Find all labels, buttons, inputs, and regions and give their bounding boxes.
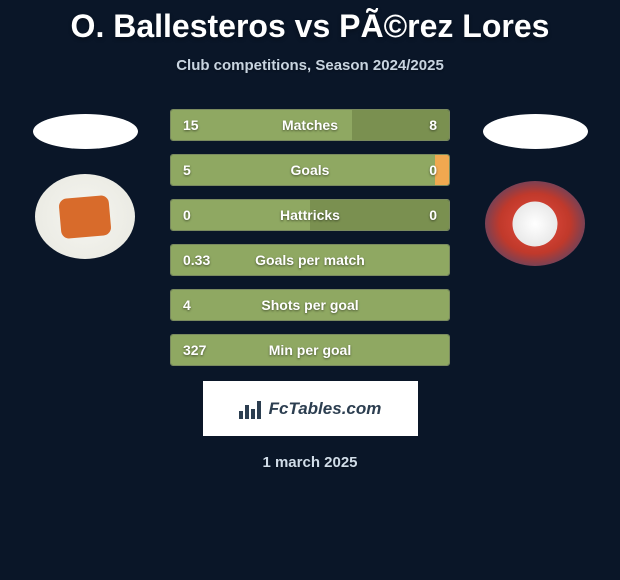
stat-fill-right [435, 155, 449, 185]
branding-text: FcTables.com [269, 399, 382, 419]
stat-row: 0.33 Goals per match [170, 244, 450, 276]
stat-row: 327 Min per goal [170, 334, 450, 366]
player-right-avatar [483, 114, 588, 149]
stat-row: 15 Matches 8 [170, 109, 450, 141]
stat-value-left: 4 [183, 297, 191, 313]
player-left-avatar [33, 114, 138, 149]
stat-label: Hattricks [280, 207, 340, 223]
stat-label: Goals per match [255, 252, 365, 268]
player-left-column [30, 109, 140, 259]
stat-value-right: 8 [429, 117, 437, 133]
player-right-column [480, 109, 590, 266]
stat-value-left: 15 [183, 117, 199, 133]
stat-label: Matches [282, 117, 338, 133]
footer-date: 1 march 2025 [0, 454, 620, 471]
stat-row: 4 Shots per goal [170, 289, 450, 321]
comparison-content: 15 Matches 8 5 Goals 0 0 Hattricks 0 0.33 Goals pe… [0, 109, 620, 366]
stat-label: Min per goal [269, 342, 351, 358]
branding-badge[interactable]: FcTables.com [203, 381, 418, 436]
stat-label: Goals [291, 162, 330, 178]
stat-value-right: 0 [429, 207, 437, 223]
stat-value-left: 0 [183, 207, 191, 223]
stat-value-left: 327 [183, 342, 206, 358]
stat-value-left: 0.33 [183, 252, 210, 268]
team-left-logo [35, 174, 135, 259]
stat-value-left: 5 [183, 162, 191, 178]
stat-label: Shots per goal [261, 297, 358, 313]
stat-row: 0 Hattricks 0 [170, 199, 450, 231]
team-right-logo [485, 181, 585, 266]
page-title: O. Ballesteros vs PÃ©rez Lores [0, 0, 620, 45]
stats-column: 15 Matches 8 5 Goals 0 0 Hattricks 0 0.33 Goals pe… [140, 109, 480, 366]
page-subtitle: Club competitions, Season 2024/2025 [0, 57, 620, 74]
stat-value-right: 0 [429, 162, 437, 178]
stat-row: 5 Goals 0 [170, 154, 450, 186]
chart-icon [239, 399, 263, 419]
